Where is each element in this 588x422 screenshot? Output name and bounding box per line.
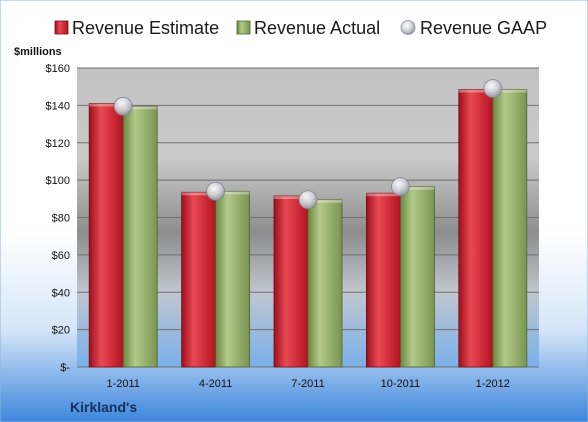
x-tick-label: 4-2011 xyxy=(199,378,232,390)
estimate-bar xyxy=(88,103,124,368)
x-tick-label: 1-2012 xyxy=(476,378,510,390)
estimate-bar-cap xyxy=(274,196,308,200)
actual-bar xyxy=(492,89,528,368)
legend-item-revenue-actual: Revenue Actual xyxy=(236,18,380,38)
y-tick-label: $40 xyxy=(52,287,70,299)
gaap-marker xyxy=(206,181,226,201)
bars xyxy=(88,89,528,368)
x-axis-ticks: 1-2011 4-2011 7-2011 10-2011 1-2012 xyxy=(106,378,509,390)
y-tick-label: $100 xyxy=(46,175,70,187)
legend-swatch-actual xyxy=(236,20,251,35)
y-tick-label: $160 xyxy=(46,63,70,75)
y-tick-label: $60 xyxy=(52,250,70,262)
company-name: Kirkland's xyxy=(70,399,137,415)
gaap-marker xyxy=(483,79,503,98)
legend-label-estimate: Revenue Estimate xyxy=(72,18,219,38)
gaap-markers xyxy=(113,79,503,210)
actual-bar xyxy=(399,186,435,368)
legend-swatch-gaap xyxy=(400,20,416,35)
y-tick-label: $80 xyxy=(52,213,70,225)
gaap-marker xyxy=(298,190,318,210)
x-tick-label: 1-2011 xyxy=(106,378,139,390)
legend-item-revenue-estimate: Revenue Estimate xyxy=(54,18,219,38)
x-tick-label: 10-2011 xyxy=(381,378,421,390)
gaap-marker xyxy=(390,177,410,197)
legend-label-actual: Revenue Actual xyxy=(254,18,380,38)
estimate-bar-cap xyxy=(181,192,216,196)
y-axis-units-label: $millions xyxy=(14,46,62,58)
legend-item-revenue-gaap: Revenue GAAP xyxy=(400,18,547,38)
y-tick-label: $- xyxy=(60,362,70,374)
actual-bar xyxy=(122,105,158,368)
y-tick-label: $20 xyxy=(52,325,70,337)
estimate-bar xyxy=(273,195,309,368)
estimate-bar-cap xyxy=(458,89,493,93)
actual-bar-cap xyxy=(123,106,158,110)
actual-bar-cap xyxy=(308,199,342,203)
estimate-bar-cap xyxy=(366,193,401,197)
actual-bar xyxy=(307,199,343,368)
gaap-marker xyxy=(113,96,133,116)
y-tick-label: $140 xyxy=(46,100,70,112)
y-tick-label: $120 xyxy=(46,138,70,150)
x-tick-label: 7-2011 xyxy=(291,378,324,390)
actual-bar-cap xyxy=(400,186,435,190)
estimate-bar xyxy=(458,89,494,368)
estimate-bar xyxy=(365,192,401,368)
actual-bar-cap xyxy=(492,89,527,93)
actual-bar xyxy=(215,190,251,368)
y-axis-ticks: $- $20 $40 $60 $80 $100 $120 $140 $160 xyxy=(46,63,71,374)
legend-swatch-estimate xyxy=(54,20,69,35)
estimate-bar-cap xyxy=(89,103,124,107)
estimate-bar xyxy=(181,191,217,368)
legend-label-gaap: Revenue GAAP xyxy=(420,18,547,38)
legend: Revenue Estimate Revenue Actual Revenue … xyxy=(54,18,547,38)
actual-bar-cap xyxy=(215,191,250,195)
